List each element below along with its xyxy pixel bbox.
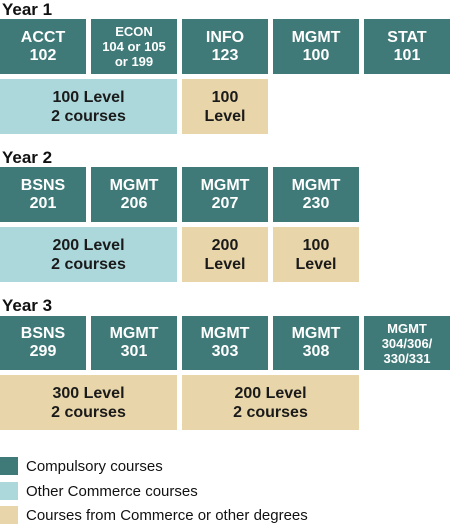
- course-mgmt-308: MGMT 308: [273, 316, 359, 370]
- legend-item-compulsory: Compulsory courses: [0, 456, 163, 476]
- year-3-heading: Year 3: [2, 296, 53, 315]
- course-mgmt-206: MGMT 206: [91, 167, 177, 222]
- course-mgmt-230: MGMT 230: [273, 167, 359, 222]
- course-info-123: INFO 123: [182, 19, 268, 74]
- course-bsns-299: BSNS 299: [0, 316, 86, 370]
- course-mgmt-301: MGMT 301: [91, 316, 177, 370]
- legend-swatch-other-degrees: [0, 506, 18, 524]
- elective-300-level-2-courses: 300 Level 2 courses: [0, 375, 177, 430]
- elective-200-level-2-courses: 200 Level 2 courses: [182, 375, 359, 430]
- legend-label-other-commerce: Other Commerce courses: [26, 482, 198, 500]
- elective-100-level: 100 Level: [273, 227, 359, 282]
- elective-200-level: 200 Level: [182, 227, 268, 282]
- elective-200-level-2-courses: 200 Level 2 courses: [0, 227, 177, 282]
- elective-100-level-2-courses: 100 Level 2 courses: [0, 79, 177, 134]
- course-mgmt-304-306-330-331: MGMT 304/306/ 330/331: [364, 316, 450, 370]
- course-stat-101: STAT 101: [364, 19, 450, 74]
- legend-swatch-compulsory: [0, 457, 18, 475]
- course-bsns-201: BSNS 201: [0, 167, 86, 222]
- course-mgmt-100: MGMT 100: [273, 19, 359, 74]
- course-mgmt-207: MGMT 207: [182, 167, 268, 222]
- course-mgmt-303: MGMT 303: [182, 316, 268, 370]
- legend-item-other-commerce: Other Commerce courses: [0, 481, 198, 501]
- elective-100-level: 100 Level: [182, 79, 268, 134]
- legend-swatch-other-commerce: [0, 482, 18, 500]
- year-1-heading: Year 1: [2, 0, 53, 19]
- course-acct-102: ACCT 102: [0, 19, 86, 74]
- year-2-heading: Year 2: [2, 148, 53, 167]
- legend-label-other-degrees: Courses from Commerce or other degrees: [26, 506, 308, 524]
- course-econ: ECON 104 or 105 or 199: [91, 19, 177, 74]
- legend-item-other-degrees: Courses from Commerce or other degrees: [0, 505, 308, 525]
- legend-label-compulsory: Compulsory courses: [26, 457, 163, 475]
